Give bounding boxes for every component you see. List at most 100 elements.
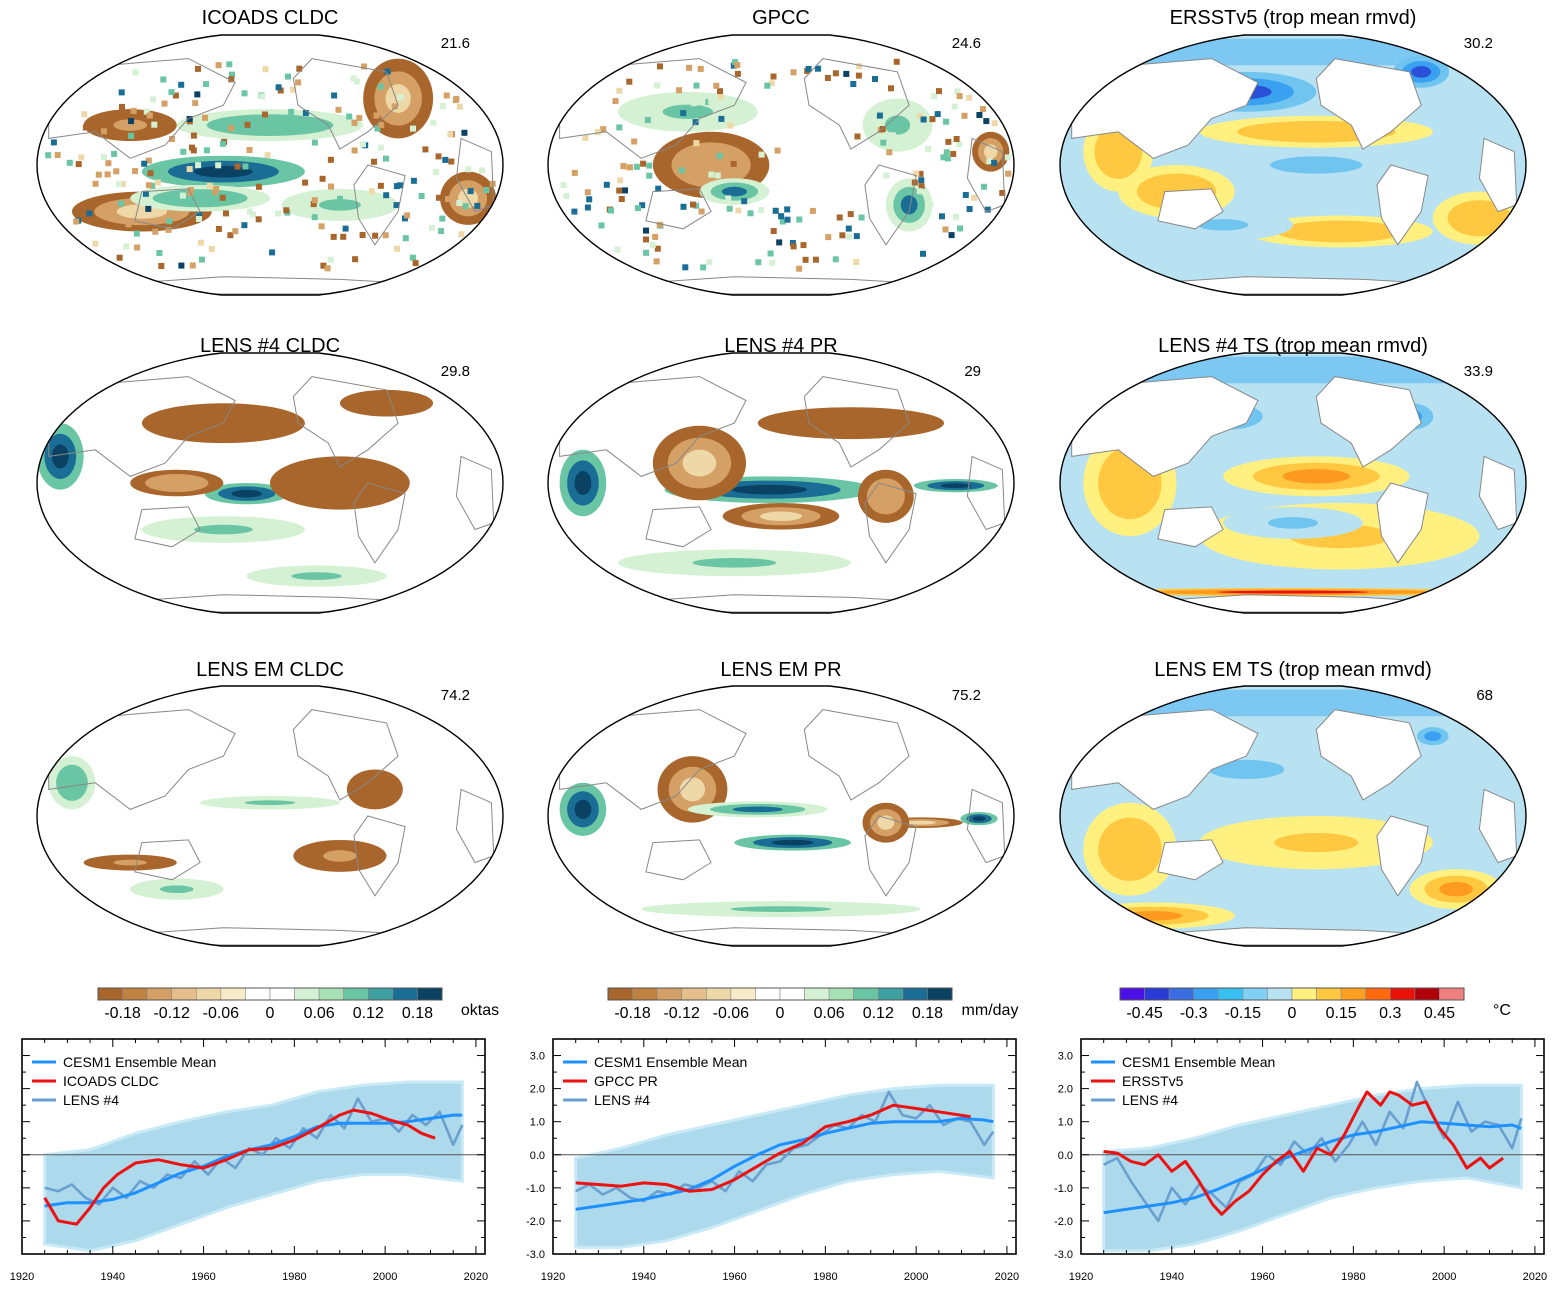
grid-cell bbox=[479, 167, 485, 174]
anomaly-contour bbox=[314, 473, 366, 493]
grid-cell bbox=[195, 65, 201, 72]
x-tick-label: 1960 bbox=[1250, 1271, 1274, 1283]
grid-cell bbox=[393, 183, 400, 190]
colorbar-label: -0.12 bbox=[153, 1005, 190, 1022]
map-panel-7: LENS EM CLDC 74.2 bbox=[36, 659, 504, 947]
map-panel-8: LENS EM PR 75.2 bbox=[547, 659, 1015, 947]
map-ocean bbox=[37, 686, 503, 946]
grid-cell bbox=[255, 183, 262, 190]
legend: CESM1 Ensemble Mean ICOADS CLDC LENS #4 bbox=[32, 1054, 216, 1108]
grid-cell bbox=[917, 170, 924, 177]
grid-cell bbox=[747, 210, 754, 217]
colorbar-swatch bbox=[632, 987, 658, 1001]
grid-cell bbox=[246, 147, 253, 153]
grid-cell bbox=[957, 225, 964, 232]
grid-cell bbox=[198, 256, 205, 263]
colorbar-3: -0.45 -0.3 -0.15 0 0.15 0.3 0.45 °C bbox=[1119, 987, 1511, 1022]
colorbar-swatch bbox=[1144, 987, 1170, 1001]
grid-cell bbox=[812, 256, 819, 263]
anomaly-contour bbox=[291, 572, 342, 580]
grid-cell bbox=[888, 85, 894, 92]
grid-cell bbox=[104, 171, 111, 178]
grid-cell bbox=[639, 202, 646, 209]
series-line-icoads-cldc bbox=[43, 1108, 436, 1226]
grid-cell bbox=[784, 216, 791, 223]
colorbar-swatch bbox=[804, 987, 830, 1001]
colorbar-frame bbox=[97, 987, 443, 1001]
x-tick-label: 1960 bbox=[191, 1271, 215, 1283]
grid-cell bbox=[203, 147, 210, 154]
grid-cell bbox=[319, 175, 326, 182]
grid-cell bbox=[203, 81, 210, 88]
map-border bbox=[36, 685, 504, 947]
colorbar-label: 0.12 bbox=[353, 1005, 384, 1022]
pattern-correlation-value: 74.2 bbox=[441, 687, 470, 704]
grid-cell bbox=[854, 133, 861, 140]
grid-cell bbox=[447, 131, 454, 138]
colorbar-label: 0.06 bbox=[304, 1005, 335, 1022]
anomaly-contour bbox=[690, 153, 733, 177]
grid-cell bbox=[988, 162, 994, 169]
map-panel-9: LENS EM TS (trop mean rmvd) 68 bbox=[1059, 659, 1527, 947]
grid-cell bbox=[356, 114, 363, 121]
grid-cell bbox=[741, 198, 748, 205]
grid-cell bbox=[208, 246, 215, 252]
grid-cell bbox=[717, 88, 723, 95]
y-tick-label: -2.0 bbox=[1054, 1216, 1073, 1228]
colorbar-swatch bbox=[392, 987, 418, 1001]
grid-cell bbox=[690, 201, 696, 208]
grid-cell bbox=[644, 117, 651, 123]
grid-cell bbox=[391, 103, 398, 110]
grid-cell bbox=[215, 226, 222, 232]
series-line-cesm1-ensemble-mean bbox=[1103, 1120, 1522, 1215]
grid-cell bbox=[824, 75, 831, 81]
grid-cell bbox=[311, 139, 318, 146]
grid-cell bbox=[118, 200, 125, 207]
map-border bbox=[36, 34, 504, 296]
grid-cell bbox=[360, 141, 366, 148]
anomaly-contour bbox=[905, 820, 936, 825]
grid-cell bbox=[943, 118, 950, 125]
grid-cell bbox=[141, 160, 148, 167]
grid-cell bbox=[353, 78, 360, 85]
x-tick-label: 1940 bbox=[632, 1271, 656, 1283]
grid-cell bbox=[119, 103, 125, 110]
grid-cell bbox=[1004, 154, 1011, 161]
grid-cell bbox=[603, 181, 610, 188]
grid-cell bbox=[196, 211, 203, 218]
grid-cell bbox=[652, 233, 659, 240]
anomaly-contour bbox=[574, 471, 592, 495]
grid-cell bbox=[351, 147, 358, 154]
grid-cell bbox=[368, 188, 375, 195]
map-polar-band bbox=[1060, 356, 1526, 384]
grid-cell bbox=[202, 114, 208, 121]
grid-cell bbox=[196, 216, 202, 222]
y-tick-label: 0.0 bbox=[530, 1150, 545, 1162]
grid-cell bbox=[789, 240, 796, 246]
anomaly-contour bbox=[1282, 469, 1350, 484]
coastline bbox=[48, 709, 495, 946]
grid-cell bbox=[790, 69, 797, 76]
map-anomaly-field bbox=[559, 376, 1006, 613]
grid-cell bbox=[631, 138, 638, 145]
coastline bbox=[1071, 58, 1518, 295]
grid-cell bbox=[945, 138, 952, 145]
grid-cell bbox=[242, 163, 249, 170]
legend-label: LENS #4 bbox=[594, 1092, 650, 1108]
map-border bbox=[547, 685, 1015, 947]
grid-cell bbox=[716, 152, 723, 159]
legend-label: LENS #4 bbox=[1122, 1092, 1178, 1108]
y-tick-label: 0.0 bbox=[1058, 1150, 1073, 1162]
grid-cell bbox=[418, 193, 425, 199]
grid-cell bbox=[215, 162, 222, 169]
grid-cell bbox=[461, 129, 468, 136]
grid-cell bbox=[680, 110, 687, 117]
grid-cell bbox=[983, 118, 990, 125]
colorbar-swatch bbox=[828, 987, 854, 1001]
grid-cell bbox=[700, 264, 707, 271]
grid-cell bbox=[483, 187, 490, 193]
anomaly-contour bbox=[231, 489, 262, 498]
map-anomaly-field bbox=[559, 58, 1012, 295]
grid-cell bbox=[327, 256, 334, 263]
legend-label: ICOADS CLDC bbox=[63, 1073, 159, 1089]
